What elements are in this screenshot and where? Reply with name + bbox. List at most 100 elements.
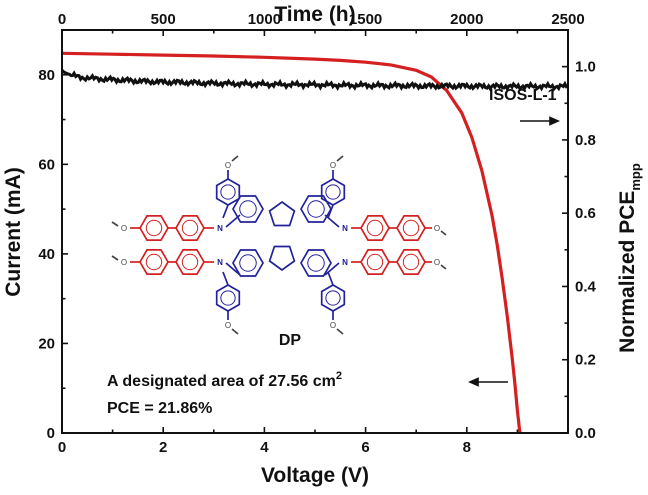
x2-tick-label: 1500 (349, 11, 382, 28)
x-tick-label: 6 (361, 439, 369, 456)
bond (324, 262, 340, 276)
benzene-ring (139, 215, 169, 241)
pce-stability-curve (60, 69, 569, 92)
isos-label: ISOS-L-1 (489, 87, 557, 104)
left-axis-arrow (468, 377, 508, 387)
aromatic-circle (220, 290, 236, 306)
oxygen-label: O (434, 224, 440, 233)
x2-axis-title: Time (h) (274, 3, 355, 26)
bond (222, 204, 229, 219)
bond (440, 230, 447, 236)
y-tick-label: 20 (38, 335, 55, 352)
bond (111, 255, 119, 261)
y-tick-label: 60 (38, 156, 55, 173)
x-tick-label: 0 (58, 439, 66, 456)
area-annotation-text: A designated area of 27.56 cm (107, 373, 336, 390)
y-axis-title: Current (mA) (2, 167, 25, 297)
bond (225, 214, 241, 228)
x-tick-label: 8 (463, 439, 471, 456)
aromatic-circle (181, 219, 199, 237)
benzene-ring (360, 215, 390, 241)
area-annotation-superscript: 2 (336, 370, 342, 382)
pce-annotation: PCE = 21.86% (107, 400, 212, 417)
five-membered-ring (268, 200, 296, 227)
nitrogen-label: N (342, 224, 348, 233)
dp-molecule-structure: N N N N O O O O O O O O DP (111, 155, 447, 349)
y-tick-label: 0 (47, 425, 55, 442)
bond (324, 214, 340, 228)
right-axis-arrow (520, 116, 560, 126)
fluorene-ring (300, 195, 332, 223)
benzene-ring (215, 178, 241, 206)
x2-tick-label: 500 (151, 11, 176, 28)
bond (327, 271, 334, 286)
aromatic-circle (307, 200, 325, 218)
y2-tick-label: 0.2 (575, 352, 596, 369)
y-tick-label: 80 (38, 67, 55, 84)
oxygen-label: O (330, 161, 336, 170)
y2-tick-label: 0.4 (575, 278, 597, 295)
aromatic-circle (220, 184, 236, 200)
aromatic-circle (402, 219, 420, 237)
current-voltage-curve (61, 51, 522, 434)
benzene-ring (175, 249, 205, 275)
oxygen-label: O (330, 321, 336, 330)
bond (111, 221, 119, 227)
benzene-ring (175, 215, 205, 241)
bond (440, 264, 447, 270)
aromatic-circle (145, 253, 163, 271)
five-membered-ring (268, 245, 296, 272)
nitrogen-label: N (342, 258, 348, 267)
aromatic-circle (145, 219, 163, 237)
nitrogen-label: N (217, 224, 223, 233)
bond (231, 155, 239, 162)
area-annotation: A designated area of 27.56 cm2 (107, 370, 342, 390)
oxygen-label: O (121, 258, 127, 267)
oxygen-label: O (225, 161, 231, 170)
benzene-ring (139, 249, 169, 275)
oxygen-label: O (121, 224, 127, 233)
y2-tick-label: 0.6 (575, 205, 596, 222)
benzene-ring (396, 215, 426, 241)
series-layer (60, 51, 569, 434)
bond (327, 204, 334, 219)
y-tick-label: 40 (38, 246, 55, 263)
x-tick-label: 2 (159, 439, 167, 456)
benzene-ring (320, 178, 346, 206)
x2-tick-label: 0 (58, 11, 66, 28)
aromatic-circle (239, 254, 257, 272)
bond (222, 271, 229, 286)
fluorene-ring (232, 195, 264, 223)
bond (336, 328, 344, 335)
x2-tick-label: 1000 (248, 11, 281, 28)
y2-tick-label: 0.8 (575, 132, 596, 149)
y2-axis-title: Normalized PCEmpp (616, 163, 643, 353)
benzene-ring (320, 284, 346, 312)
x2-tick-label: 2500 (551, 11, 584, 28)
oxygen-label: O (225, 321, 231, 330)
x-axis-title: Voltage (V) (261, 464, 369, 487)
aromatic-circle (239, 200, 257, 218)
aromatic-circle (402, 253, 420, 271)
molecule-atom-labels: N N N N O O O O O O O O (121, 161, 440, 330)
aromatic-circle (366, 219, 384, 237)
oxygen-label: O (434, 258, 440, 267)
y2-tick-label: 0.0 (575, 425, 596, 442)
bond (231, 328, 239, 335)
molecule-bonds (111, 155, 447, 335)
benzene-ring (360, 249, 390, 275)
aromatic-circle (325, 184, 341, 200)
bond (336, 155, 344, 162)
molecule-label: DP (279, 332, 302, 349)
benzene-ring (396, 249, 426, 275)
benzene-ring (215, 284, 241, 312)
x-tick-label: 4 (260, 439, 269, 456)
y2-axis-title-sub: mpp (628, 163, 643, 191)
aromatic-circle (325, 290, 341, 306)
y2-axis-title-main: Normalized PCE (616, 191, 639, 353)
aromatic-circle (181, 253, 199, 271)
nitrogen-label: N (217, 258, 223, 267)
x2-tick-label: 2000 (450, 11, 483, 28)
